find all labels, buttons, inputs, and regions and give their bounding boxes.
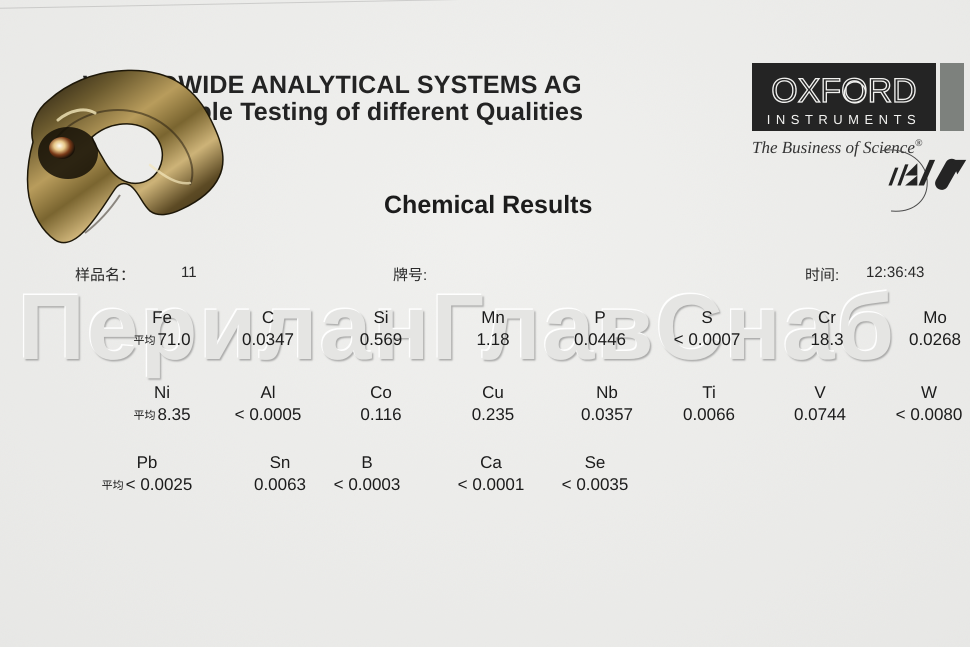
svg-text:INSTRUMENTS: INSTRUMENTS [767, 112, 921, 127]
